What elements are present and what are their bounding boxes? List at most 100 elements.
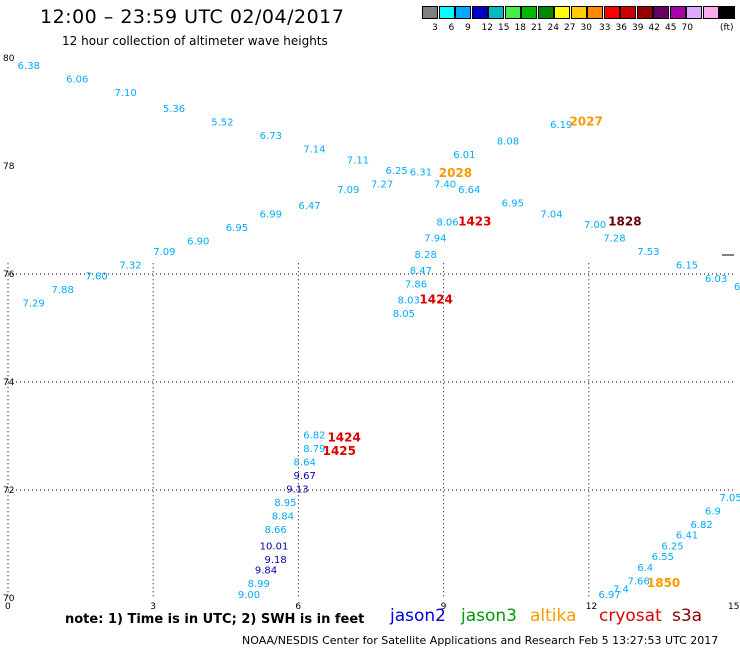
x-tick-label: 15: [728, 602, 739, 612]
y-tick-label: 72: [3, 486, 14, 496]
swh-value-label: 6.82: [303, 431, 325, 442]
swh-value-label: 7.28: [603, 234, 625, 245]
color-swatch: [686, 6, 702, 19]
y-tick-label: 76: [3, 270, 15, 280]
swh-value-label: 7.40: [434, 180, 456, 191]
color-swatch: [554, 6, 570, 19]
swh-value-label: 7.88: [52, 285, 74, 296]
jason2-swh-label: 9.67: [294, 471, 316, 482]
color-scale-bar: 3 6 9 12 15 18 21 24 27 30 33 36 39 42 45 70 (ft): [422, 6, 740, 36]
color-swatch: [488, 6, 504, 19]
swh-value-label: 7.05: [719, 493, 740, 504]
swh-value-label: 8.28: [415, 250, 437, 261]
swh-value-label: 6.31: [410, 168, 432, 179]
swh-value-label: 8.03: [398, 296, 420, 307]
legend-cryosat: cryosat: [599, 606, 662, 626]
color-level-label: 18: [514, 23, 526, 33]
cryosat-time-label: 1424: [419, 293, 452, 307]
color-level-label: 70: [681, 23, 693, 33]
y-tick-label: 74: [3, 378, 15, 388]
y-tick-label: 78: [3, 162, 15, 172]
color-level-label: 9: [465, 23, 471, 33]
swh-value-label: 8.08: [497, 136, 519, 147]
page-title: 12:00 – 23:59 UTC 02/04/2017: [40, 6, 345, 28]
altika-time-label: 2028: [439, 166, 472, 180]
color-swatch: [636, 6, 653, 19]
swh-value-label: 5.36: [163, 104, 185, 115]
swh-value-label: 8.99: [248, 579, 270, 590]
axis-ticks: 0 3 6 9 12 15 70 72 74 76 78 80: [3, 54, 739, 612]
color-level-label: 12: [481, 23, 493, 33]
x-tick-label: 9: [441, 602, 447, 612]
jason2-swh-label: 9.13: [286, 485, 308, 496]
legend-jason3: jason3: [461, 606, 517, 626]
swh-value-label: 6.82: [690, 520, 712, 531]
swh-value-label: 7.04: [540, 209, 562, 220]
jason2-swh-label: 9.18: [265, 555, 287, 566]
swh-value-label: 6.97: [598, 590, 620, 601]
color-level-label: 27: [564, 23, 576, 33]
x-tick-label: 3: [150, 602, 156, 612]
swh-value-label: 6.38: [18, 61, 40, 72]
color-swatch: [504, 6, 521, 19]
swh-value-label: 8.95: [274, 498, 296, 509]
swh-value-label: 6.4: [637, 563, 653, 574]
color-swatch: [471, 6, 488, 19]
swh-value-label: 7.14: [303, 145, 325, 156]
color-swatch: [587, 6, 603, 19]
swh-value-label: 7.60: [85, 271, 107, 282]
color-level-label: 15: [498, 23, 510, 33]
color-swatch: [620, 6, 636, 19]
swh-value-label: 7.86: [405, 280, 427, 291]
swh-value-label: 8.47: [410, 266, 432, 277]
color-level-label: 6: [448, 23, 455, 33]
altika-time-label: 2027: [569, 115, 602, 129]
color-unit-label: (ft): [720, 23, 734, 33]
swh-value-label: 8.06: [436, 217, 458, 228]
y-tick-label: 80: [3, 54, 15, 64]
swh-value-label: 6.25: [661, 541, 683, 552]
x-tick-label: 12: [586, 602, 597, 612]
swh-value-label: 6.99: [260, 209, 282, 220]
swh-value-label: 6.95: [502, 199, 524, 210]
cryosat-time-label: 1423: [458, 214, 491, 228]
color-swatch: [422, 6, 438, 19]
swh-value-label: 6.55: [652, 552, 674, 563]
color-level-label: 3: [432, 23, 438, 33]
color-swatch: [537, 6, 554, 19]
jason2-swh-label: 9.84: [255, 566, 277, 577]
swh-value-label: 7.09: [337, 185, 359, 196]
swh-value-label: 7.4: [613, 585, 629, 596]
page-subtitle: 12 hour collection of altimeter wave hei…: [62, 34, 328, 48]
swh-value-label: 7.10: [114, 88, 136, 99]
cryosat-time-label: 1425: [323, 444, 356, 458]
swh-value-label: 6.25: [386, 166, 408, 177]
jason2-swh-label: 10.01: [260, 541, 289, 552]
color-swatch: [653, 6, 669, 19]
legend-jason2: jason2: [390, 606, 446, 626]
legend-altika: altika: [530, 606, 577, 626]
color-swatch: [570, 6, 587, 19]
swh-value-label: 5.52: [211, 118, 233, 129]
color-swatch: [702, 6, 719, 19]
color-swatch: [719, 6, 735, 19]
swh-value-label: 7.66: [628, 577, 650, 588]
swh-value-label: 7.32: [119, 261, 141, 272]
swh-labels: 6.386.067.105.365.526.737.147.116.25 6.31…: [18, 61, 740, 601]
color-level-label: 33: [599, 23, 611, 33]
swh-value-label: 7.94: [424, 234, 446, 245]
swh-value-label: 9.00: [238, 590, 260, 601]
swh-value-label: 8.05: [393, 309, 415, 320]
swh-value-label: 6.06: [66, 74, 88, 85]
color-level-label: 21: [531, 23, 543, 33]
color-level-label: 39: [632, 23, 644, 33]
swh-value-label: 8.79: [303, 444, 325, 455]
swh-value-label: 8.84: [272, 512, 294, 523]
y-tick-label: 70: [3, 594, 15, 604]
swh-value-label: 7.09: [153, 247, 175, 258]
swh-value-label: 6.41: [676, 531, 698, 542]
swh-value-label: 6.9: [705, 506, 721, 517]
swh-value-label: 6.47: [298, 201, 320, 212]
